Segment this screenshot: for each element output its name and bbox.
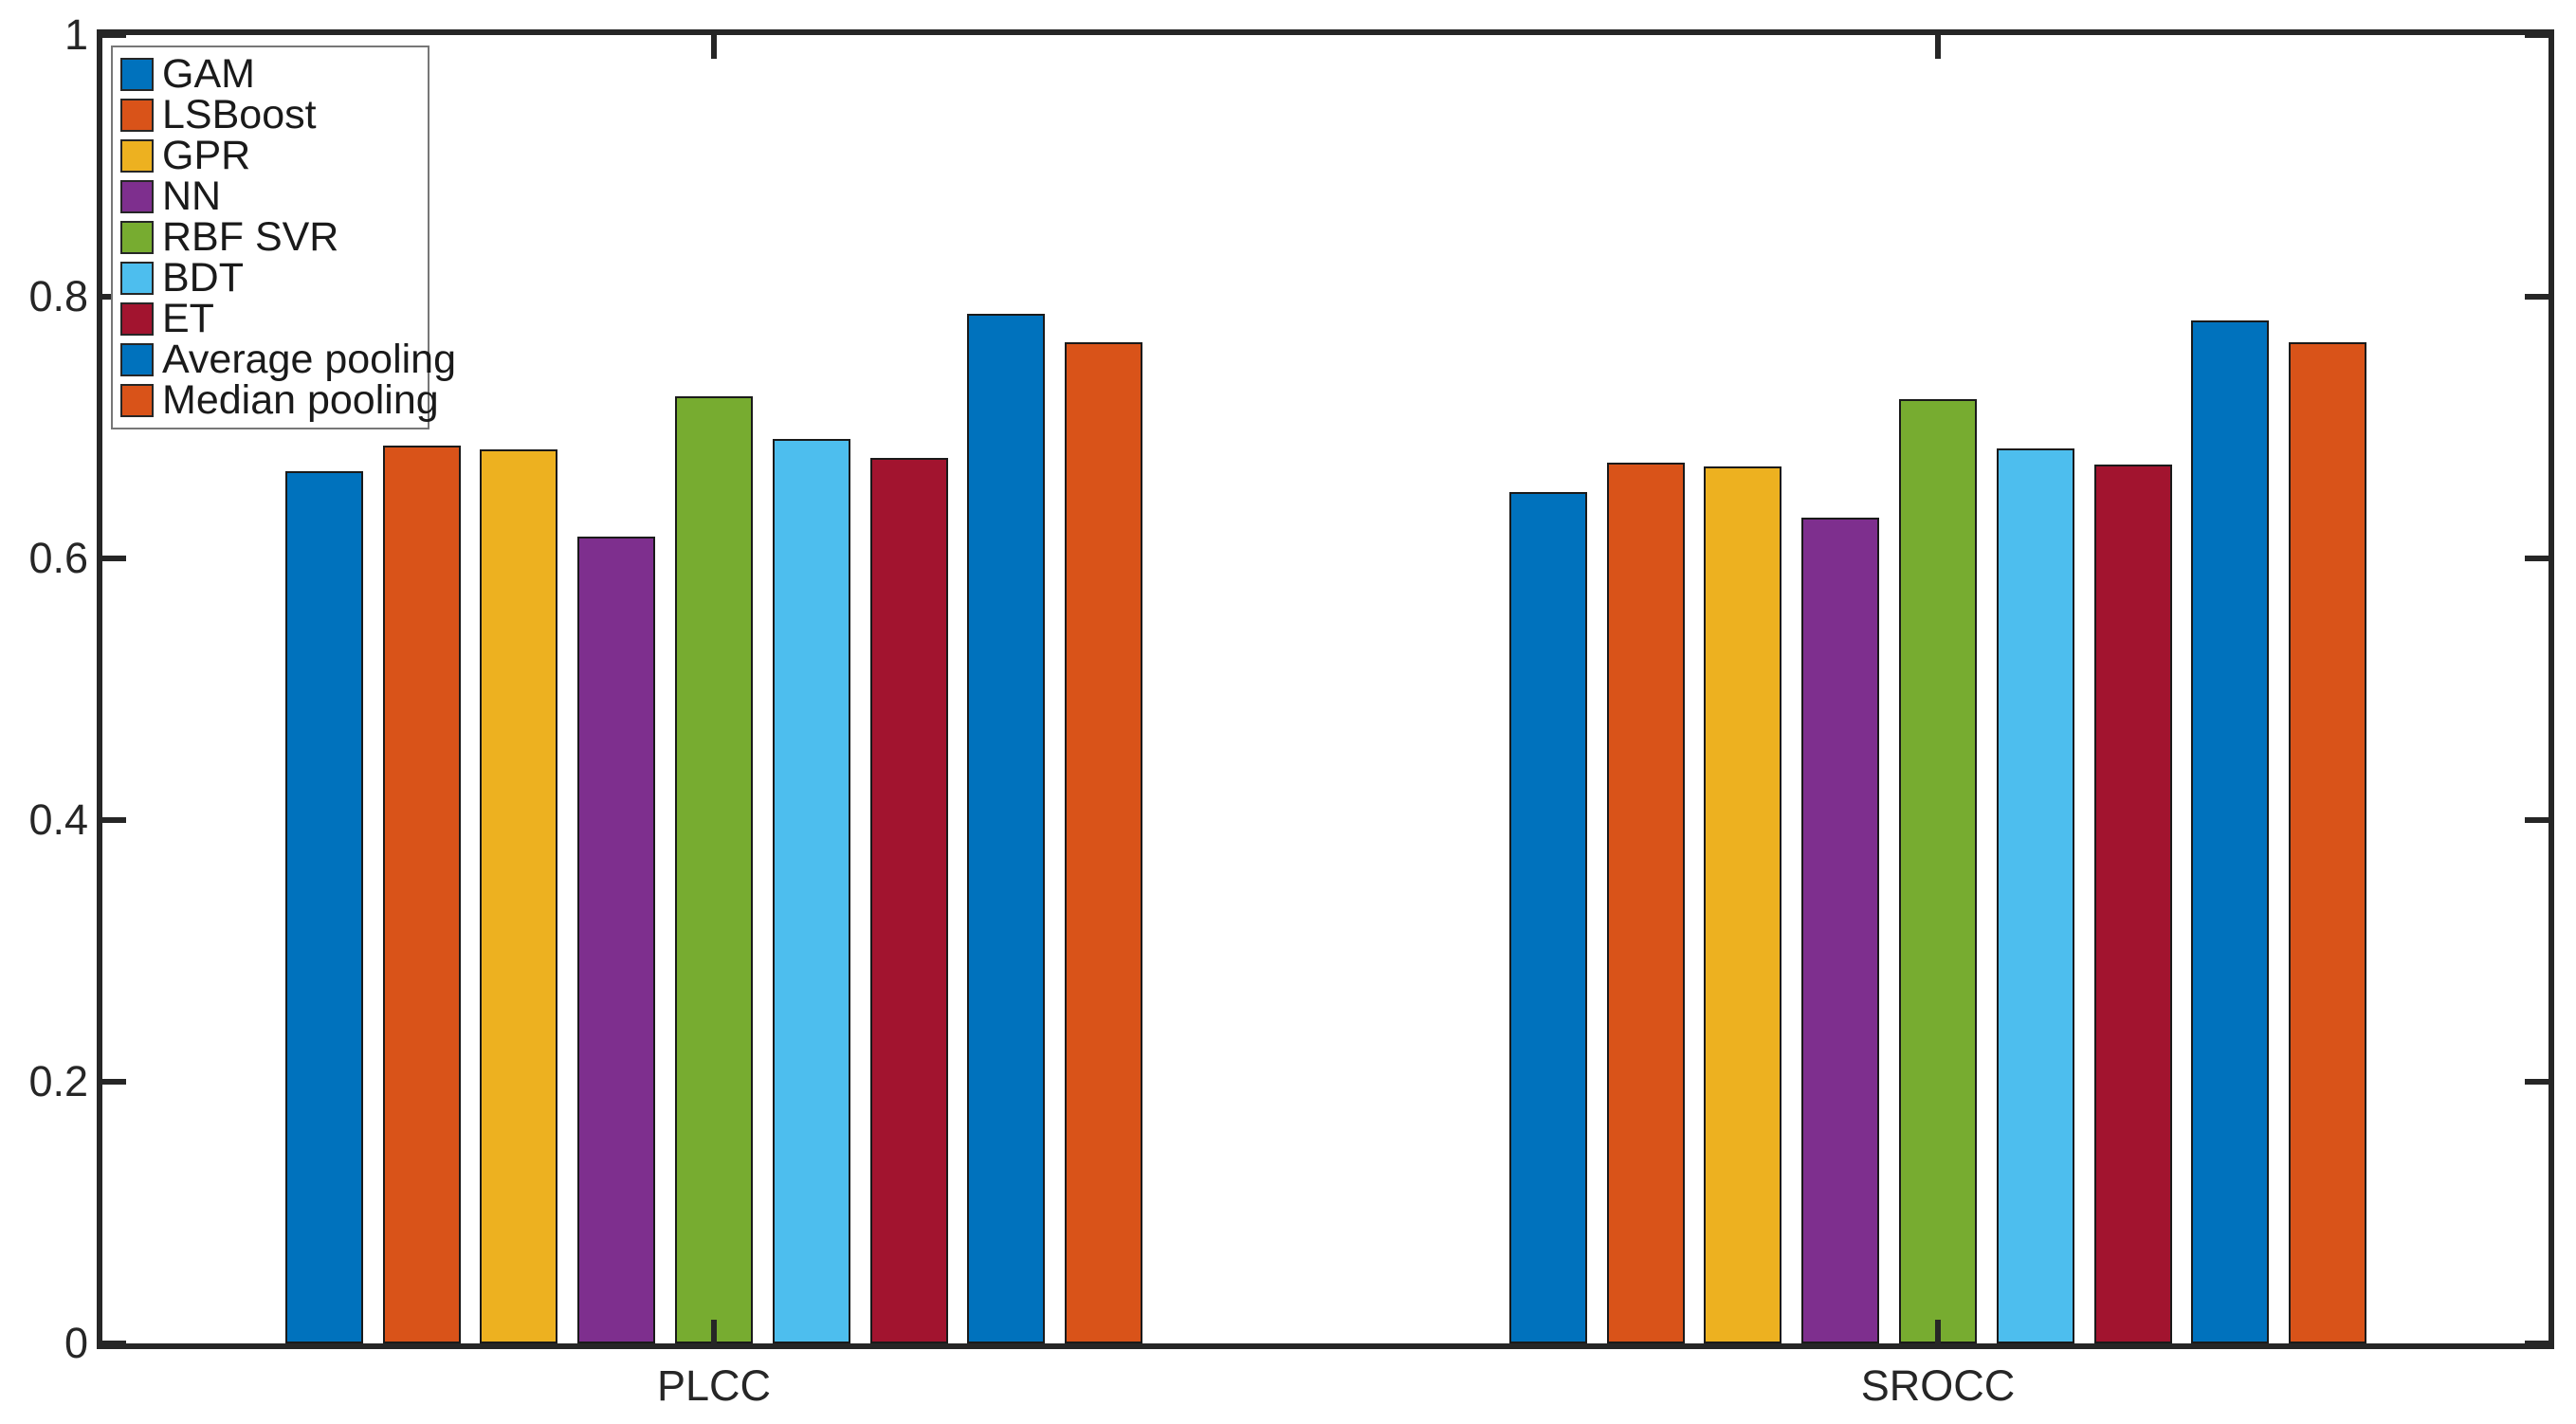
bar-nn-srocc [1801,518,1880,1343]
y-tick-right-0.8 [2525,294,2549,300]
bar-average-pooling-srocc [2191,319,2270,1343]
legend-label-bdt: BDT [162,255,244,301]
bar-et-srocc [2093,464,2172,1343]
y-tick-right-0.4 [2525,817,2549,823]
legend: GAM LSBoost GPR NN RBF SVR BDT ET Average pooli… [111,46,456,429]
bar-rbf-svr-srocc [1899,398,1977,1343]
legend-label-et: ET [162,296,214,341]
bar-lsboost-plcc [382,446,461,1343]
x-tick-top-plcc [711,35,717,59]
y-tick-right-1 [2525,32,2549,38]
legend-swatch-median-pooling [120,384,154,417]
legend-item-gam: GAM [120,54,422,95]
legend-item-average-pooling: Average pooling [120,339,456,380]
x-category-label-srocc: SROCC [1860,1361,2016,1410]
x-tick-top-srocc [1935,35,1941,59]
legend-item-median-pooling: Median pooling [120,380,439,421]
legend-swatch-gam [120,58,154,91]
legend-item-gpr: GPR [120,136,422,176]
y-tick-left-0.2 [102,1079,126,1085]
y-tick-left-0 [102,1341,126,1346]
legend-item-nn: NN [120,176,422,217]
bar-bdt-srocc [1996,448,2074,1343]
bar-et-plcc [869,457,948,1343]
legend-label-median-pooling: Median pooling [162,377,439,423]
y-tick-left-1 [102,32,126,38]
legend-item-rbf-svr: RBF SVR [120,217,422,258]
legend-label-rbf-svr: RBF SVR [162,214,339,260]
legend-swatch-bdt [120,262,154,295]
y-tick-label-0.2: 0.2 [28,1057,88,1105]
y-tick-label-0.8: 0.8 [28,272,88,320]
y-tick-label-0.6: 0.6 [28,534,88,582]
legend-label-gpr: GPR [162,133,251,178]
bar-nn-plcc [577,536,656,1343]
x-tick-bottom-srocc [1935,1320,1941,1343]
y-tick-label-0.4: 0.4 [28,795,88,844]
plot-area [97,29,2554,1349]
bar-rbf-svr-plcc [675,395,753,1343]
legend-item-lsboost: LSBoost [120,95,422,136]
legend-swatch-rbf-svr [120,221,154,254]
y-tick-left-0.6 [102,556,126,561]
legend-item-et: ET [120,299,422,339]
y-tick-right-0.6 [2525,556,2549,561]
legend-swatch-lsboost [120,99,154,132]
bar-gam-srocc [1508,491,1587,1343]
y-tick-label-1: 1 [64,10,88,59]
legend-label-gam: GAM [162,51,255,97]
x-tick-bottom-plcc [711,1320,717,1343]
bar-gam-plcc [284,470,363,1343]
legend-label-nn: NN [162,173,222,219]
legend-swatch-et [120,302,154,336]
legend-swatch-gpr [120,139,154,173]
legend-label-average-pooling: Average pooling [162,337,457,382]
bar-average-pooling-plcc [967,313,1046,1343]
y-tick-label-0: 0 [64,1319,88,1367]
bar-lsboost-srocc [1606,463,1685,1343]
legend-label-lsboost: LSBoost [162,92,317,137]
y-tick-left-0.4 [102,817,126,823]
legend-swatch-average-pooling [120,343,154,376]
bar-gpr-srocc [1704,466,1782,1343]
bar-median-pooling-plcc [1065,342,1143,1343]
legend-swatch-nn [120,180,154,213]
legend-item-bdt: BDT [120,258,422,299]
bar-median-pooling-srocc [2289,342,2367,1343]
y-tick-right-0 [2525,1341,2549,1346]
bar-bdt-plcc [772,439,850,1343]
bar-gpr-plcc [480,449,558,1343]
x-category-label-plcc: PLCC [656,1361,772,1410]
y-tick-right-0.2 [2525,1079,2549,1085]
